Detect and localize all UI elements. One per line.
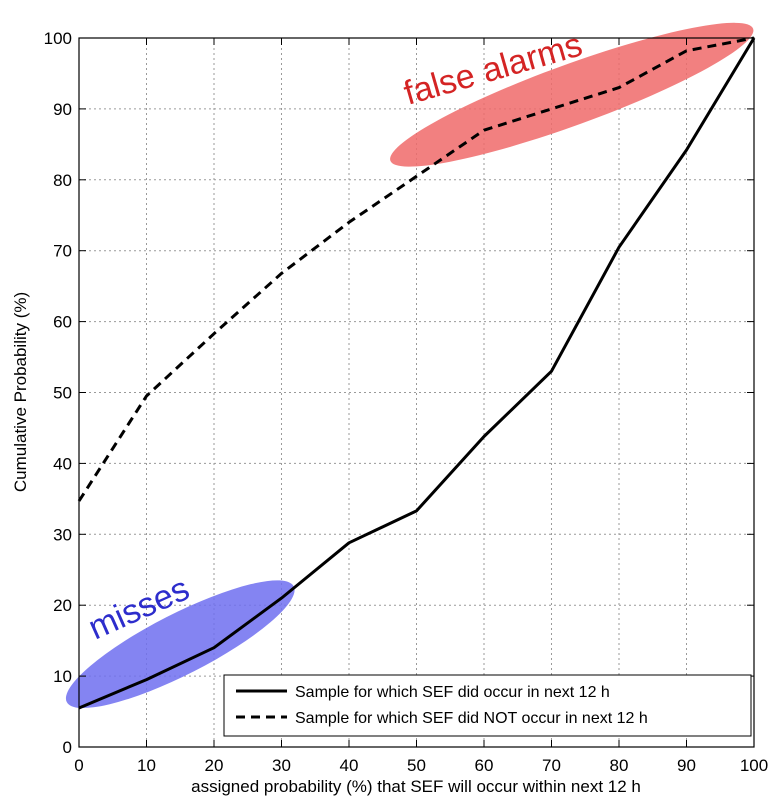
y-tick-label: 70 (53, 242, 72, 261)
x-tick-label: 80 (610, 756, 629, 775)
y-tick-label: 100 (44, 29, 72, 48)
x-tick-label: 30 (272, 756, 291, 775)
x-tick-label: 40 (340, 756, 359, 775)
x-tick-label: 10 (137, 756, 156, 775)
y-axis-label: Cumulative Probability (%) (11, 292, 30, 492)
x-axis-label: assigned probability (%) that SEF will o… (191, 777, 641, 796)
x-tick-label: 90 (677, 756, 696, 775)
y-tick-label: 10 (53, 667, 72, 686)
y-tick-label: 0 (63, 738, 72, 757)
legend-label-occurred: Sample for which SEF did occur in next 1… (295, 684, 610, 701)
y-tick-label: 80 (53, 171, 72, 190)
y-tick-label: 40 (53, 454, 72, 473)
x-tick-label: 20 (205, 756, 224, 775)
x-tick-label: 70 (542, 756, 561, 775)
x-tick-label: 100 (740, 756, 768, 775)
y-tick-label: 60 (53, 313, 72, 332)
y-tick-label: 50 (53, 384, 72, 403)
x-tick-label: 50 (407, 756, 426, 775)
x-tick-label: 60 (475, 756, 494, 775)
y-tick-label: 20 (53, 596, 72, 615)
legend: Sample for which SEF did occur in next 1… (224, 675, 751, 736)
legend-label-not-occurred: Sample for which SEF did NOT occur in ne… (295, 710, 648, 727)
y-tick-label: 90 (53, 100, 72, 119)
x-tick-label: 0 (74, 756, 83, 775)
y-tick-label: 30 (53, 525, 72, 544)
